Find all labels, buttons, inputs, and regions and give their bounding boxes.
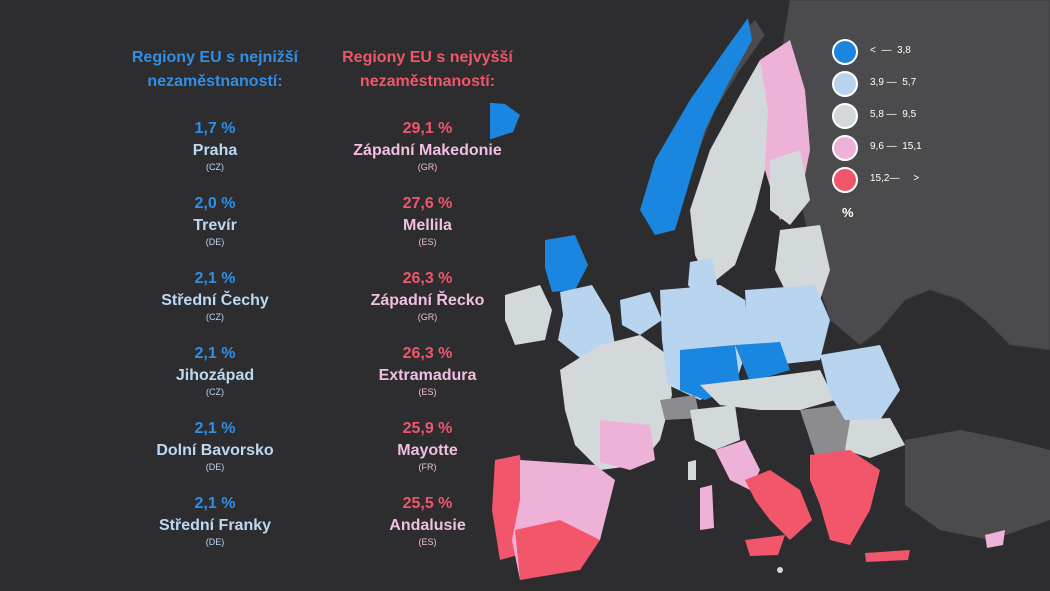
- lowest-entry-1: 1,7 % Praha (CZ): [105, 120, 325, 173]
- map-legend: < — 3,8 3,9 — 5,7 5,8 — 9,5 9,6 — 15,1 1…: [830, 36, 940, 220]
- entry-country-code: (GR): [417, 162, 438, 172]
- lowest-heading: Regiony EU s nejnižší nezaměstnaností:: [131, 49, 299, 90]
- legend-label: 5,8 — 9,5: [870, 109, 917, 120]
- region-austria-hungary: [700, 370, 835, 410]
- entry-percent: 2,1 %: [194, 345, 236, 362]
- region-france-south: [600, 420, 655, 470]
- region-malta: [777, 567, 783, 573]
- legend-label: 3,9 — 5,7: [870, 77, 917, 88]
- entry-country-code: (ES): [418, 537, 437, 547]
- legend-swatch: [832, 71, 858, 97]
- entry-region-name: Střední Franky: [158, 517, 272, 534]
- lowest-entry-2: 2,0 % Trevír (DE): [105, 195, 325, 248]
- highest-entry-5: 25,9 % Mayotte (FR): [315, 420, 540, 473]
- region-finland-south: [770, 150, 810, 225]
- legend-item: < — 3,8: [830, 36, 940, 68]
- region-crete: [865, 550, 910, 562]
- entry-country-code: (DE): [205, 237, 225, 247]
- legend-item: 3,9 — 5,7: [830, 68, 940, 100]
- entry-country-code: (ES): [418, 387, 437, 397]
- entry-region-name: Mayotte: [397, 442, 458, 459]
- entry-percent: 1,7 %: [194, 120, 236, 137]
- entry-region-name: Praha: [192, 142, 238, 159]
- entry-percent: 25,5 %: [402, 495, 453, 512]
- region-sweden: [690, 60, 775, 285]
- region-scotland: [545, 235, 588, 292]
- entry-country-code: (CZ): [206, 312, 224, 322]
- entry-country-code: (DE): [205, 537, 225, 547]
- legend-item: 5,8 — 9,5: [830, 100, 940, 132]
- highest-heading: Regiony EU s nejvyšší nezaměstnaností:: [342, 49, 513, 90]
- entry-country-code: (DE): [205, 462, 225, 472]
- legend-label: < — 3,8: [870, 45, 911, 56]
- legend-item: 15,2— >: [830, 164, 940, 196]
- region-spain-south: [515, 520, 600, 580]
- region-ireland: [505, 285, 552, 345]
- lowest-entry-5: 2,1 % Dolní Bavorsko (DE): [105, 420, 325, 473]
- entry-country-code: (GR): [417, 312, 438, 322]
- entry-region-name: Extramadura: [378, 367, 477, 384]
- entry-region-name: Jihozápad: [175, 367, 255, 384]
- entry-percent: 26,3 %: [402, 345, 453, 362]
- non-eu-land-turkey: [905, 430, 1050, 540]
- entry-percent: 25,9 %: [402, 420, 453, 437]
- entry-percent: 2,0 %: [194, 195, 236, 212]
- legend-unit: %: [842, 205, 854, 220]
- entry-region-name: Střední Čechy: [161, 292, 269, 309]
- europe-unemployment-map: [490, 0, 1050, 580]
- entry-region-name: Západní Řecko: [370, 292, 485, 309]
- region-sicily: [745, 535, 785, 556]
- entry-region-name: Mellila: [403, 217, 452, 234]
- region-switzerland: [660, 395, 700, 420]
- highest-entry-2: 27,6 % Mellila (ES): [315, 195, 540, 248]
- entry-percent: 2,1 %: [194, 270, 236, 287]
- highest-entry-6: 25,5 % Andalusie (ES): [315, 495, 540, 548]
- legend-item: 9,6 — 15,1: [830, 132, 940, 164]
- region-italy-centre: [715, 440, 760, 490]
- entry-region-name: Západní Makedonie: [353, 142, 502, 159]
- region-iceland: [490, 102, 520, 140]
- legend-swatch: [832, 39, 858, 65]
- lowest-entry-6: 2,1 % Střední Franky (DE): [105, 495, 325, 548]
- entry-country-code: (ES): [418, 237, 437, 247]
- entry-country-code: (CZ): [206, 387, 224, 397]
- highest-entry-1: 29,1 % Západní Makedonie (GR): [315, 120, 540, 173]
- region-corsica: [688, 460, 696, 480]
- entry-percent: 29,1 %: [402, 120, 453, 137]
- lowest-entry-3: 2,1 % Střední Čechy (CZ): [105, 270, 325, 323]
- region-romania: [820, 345, 900, 420]
- entry-percent: 2,1 %: [194, 495, 236, 512]
- region-italy-south: [745, 470, 812, 540]
- lowest-unemployment-list: Regiony EU s nejnižší nezaměstnaností: 1…: [105, 0, 325, 547]
- region-cyprus: [985, 530, 1005, 548]
- region-england: [558, 285, 615, 358]
- region-baltics: [775, 225, 830, 300]
- region-bulgaria: [845, 418, 905, 458]
- entry-region-name: Andalusie: [389, 517, 466, 534]
- region-italy-north: [690, 405, 740, 450]
- highest-entry-3: 26,3 % Západní Řecko (GR): [315, 270, 540, 323]
- entry-percent: 26,3 %: [402, 270, 453, 287]
- entry-region-name: Dolní Bavorsko: [156, 442, 274, 459]
- highest-unemployment-list: Regiony EU s nejvyšší nezaměstnaností: 2…: [315, 0, 540, 547]
- entry-percent: 2,1 %: [194, 420, 236, 437]
- entry-region-name: Trevír: [193, 217, 237, 234]
- entry-percent: 27,6 %: [402, 195, 453, 212]
- legend-label: 9,6 — 15,1: [870, 141, 922, 152]
- legend-swatch: [832, 103, 858, 129]
- entry-country-code: (CZ): [206, 162, 224, 172]
- region-benelux: [620, 292, 662, 335]
- region-norway-north: [640, 18, 752, 235]
- region-greece: [810, 450, 880, 545]
- region-czechia: [735, 342, 790, 382]
- legend-label: 15,2— >: [870, 173, 920, 184]
- highest-entry-4: 26,3 % Extramadura (ES): [315, 345, 540, 398]
- region-sardinia: [700, 485, 714, 530]
- legend-swatch: [832, 167, 858, 193]
- entry-country-code: (FR): [418, 462, 437, 472]
- lowest-entry-4: 2,1 % Jihozápad (CZ): [105, 345, 325, 398]
- legend-swatch: [832, 135, 858, 161]
